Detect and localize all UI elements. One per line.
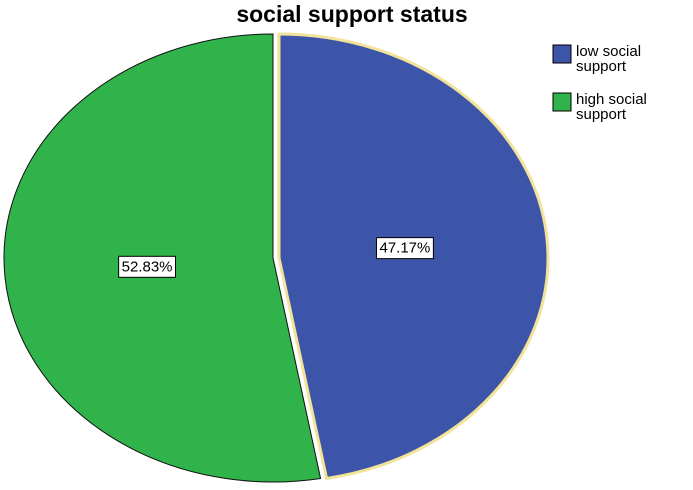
legend-swatch: [552, 92, 572, 112]
data-label: 47.17%: [379, 240, 430, 257]
data-label: 52.83%: [122, 258, 173, 275]
label-box: [375, 237, 434, 260]
chart-title: social support status: [236, 1, 467, 27]
legend-swatch: [552, 44, 572, 64]
legend-label: high social support: [576, 91, 647, 123]
label-box: [118, 255, 177, 278]
legend-label: low social support: [576, 43, 642, 75]
